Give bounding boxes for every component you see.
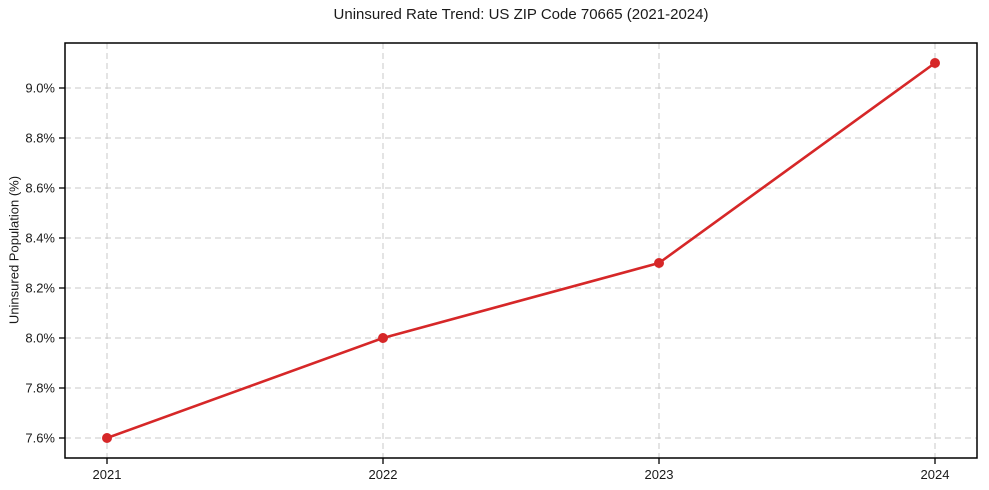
chart-title: Uninsured Rate Trend: US ZIP Code 70665 … — [333, 6, 709, 23]
x-tick-label: 2023 — [645, 467, 674, 482]
y-tick-label: 8.2% — [25, 281, 55, 296]
y-tick-label: 8.4% — [25, 231, 55, 246]
data-point-marker — [654, 258, 664, 268]
y-tick-label: 7.8% — [25, 381, 55, 396]
y-tick-label: 8.0% — [25, 331, 55, 346]
series-line — [105, 61, 937, 440]
y-tick-label: 8.6% — [25, 181, 55, 196]
x-tick-label: 2022 — [369, 467, 398, 482]
y-tick-label: 7.6% — [25, 431, 55, 446]
data-point-marker — [102, 433, 112, 443]
data-point-marker — [930, 58, 940, 68]
x-tick-label: 2021 — [93, 467, 122, 482]
y-tick-label: 9.0% — [25, 81, 55, 96]
data-point-marker — [378, 333, 388, 343]
plot-border — [64, 42, 978, 459]
y-tick-label: 8.8% — [25, 131, 55, 146]
x-tick-label: 2024 — [921, 467, 950, 482]
